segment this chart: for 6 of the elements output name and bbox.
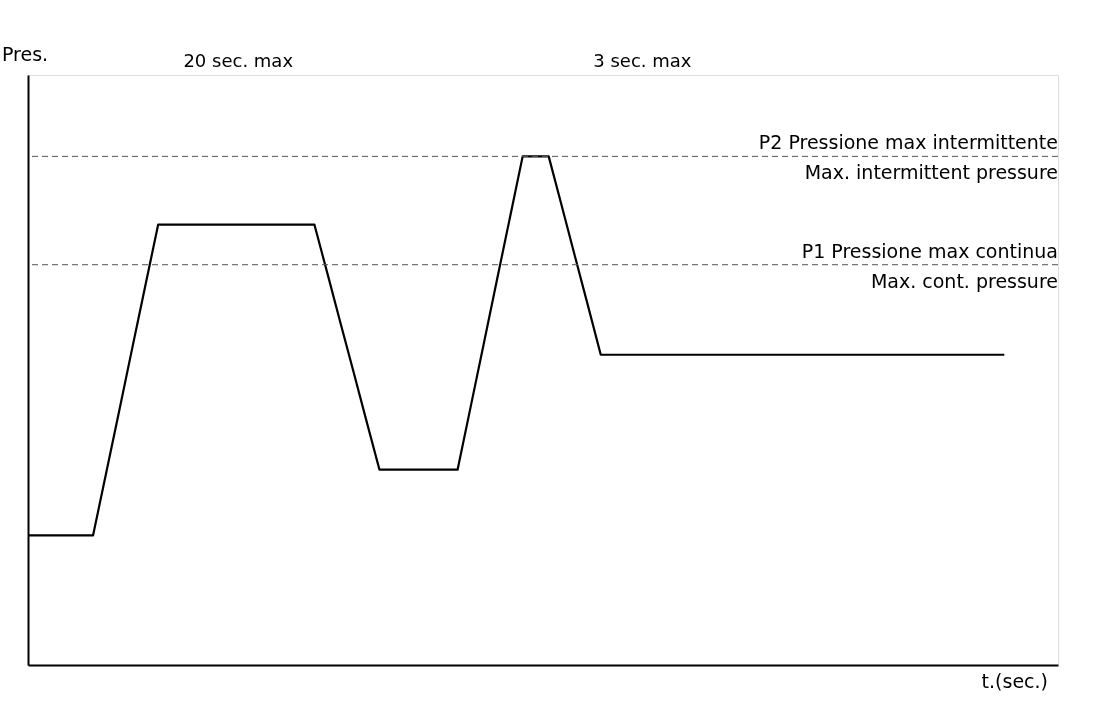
text: 3 sec. max bbox=[593, 50, 692, 71]
x-axis-title: t.(sec.) bbox=[981, 670, 1048, 692]
y-axis-title: Pres. bbox=[2, 43, 49, 65]
text: 20 sec. max bbox=[183, 50, 294, 71]
ref-line-label: P2 Pressione max intermittente Max. intermittent pressure bbox=[758, 131, 1058, 184]
ref-line-label: P1 Pressione max continua Max. cont. pressure bbox=[801, 239, 1058, 292]
